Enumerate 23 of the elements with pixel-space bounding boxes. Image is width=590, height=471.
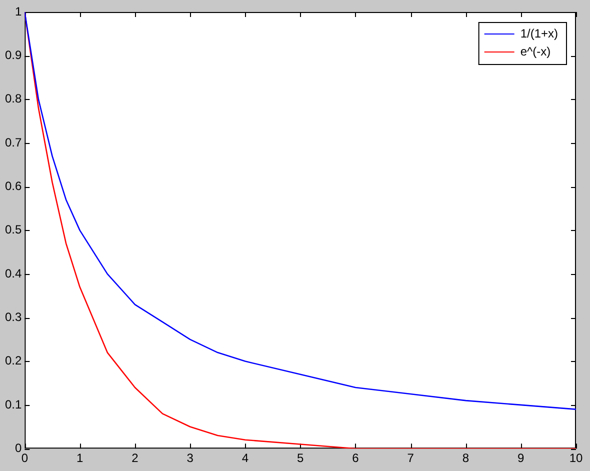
y-tick-label: 0.3 <box>4 310 22 324</box>
y-tick-label: 0.4 <box>4 266 22 280</box>
y-tick-label: 0.2 <box>4 354 22 368</box>
x-tick-label: 8 <box>462 451 470 466</box>
x-tick-label: 10 <box>569 451 583 466</box>
y-tick-label: 0.5 <box>4 222 22 237</box>
x-tick-label: 3 <box>186 451 194 466</box>
x-tick-label: 1 <box>76 451 84 466</box>
y-tick-label: 0.9 <box>4 48 22 62</box>
y-tick-label: 1 <box>14 4 22 18</box>
legend-label: 1/(1+x) <box>520 26 558 40</box>
y-tick-label: 0.1 <box>4 397 22 412</box>
y-tick-label: 0.6 <box>4 178 22 193</box>
y-tick-label: 0 <box>14 440 22 455</box>
x-tick-label: 2 <box>132 451 139 466</box>
x-tick-label: 6 <box>352 451 360 466</box>
y-tick-label: 0.8 <box>4 92 22 106</box>
legend-label: e^(-x) <box>520 44 551 58</box>
x-tick-label: 5 <box>296 451 304 466</box>
x-tick-label: 4 <box>242 451 249 466</box>
x-tick-label: 9 <box>518 451 525 466</box>
y-tick-label: 0.7 <box>4 135 22 150</box>
x-tick-label: 7 <box>407 451 414 466</box>
